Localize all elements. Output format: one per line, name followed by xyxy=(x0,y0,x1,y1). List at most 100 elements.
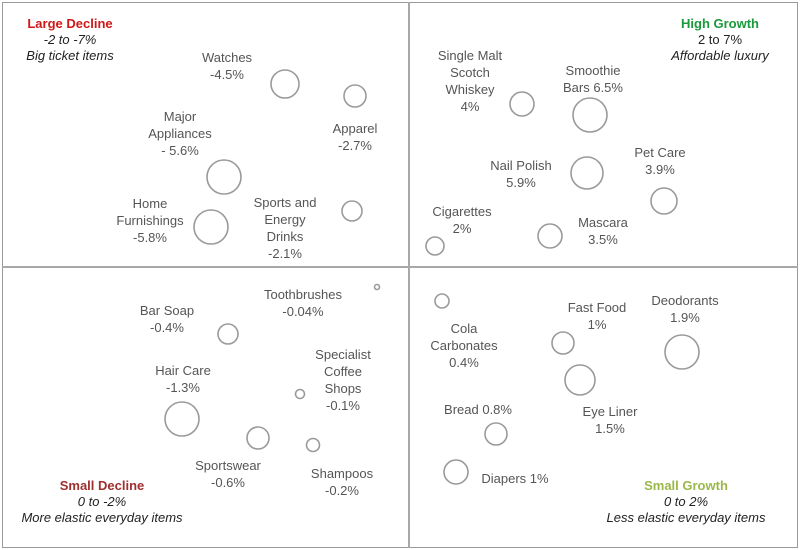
quadrant-subtitle: Less elastic everyday items xyxy=(606,510,766,525)
label-cola-carbonates: Cola Carbonates 0.4% xyxy=(419,320,509,371)
bubble-bread xyxy=(484,422,508,446)
bubble-pet-care xyxy=(650,187,678,215)
vertical-divider xyxy=(408,2,410,548)
quadrant-range: 2 to 7% xyxy=(697,32,743,47)
label-major-appliances: Major Appliances - 5.6% xyxy=(135,108,225,159)
label-line: Watches xyxy=(201,50,253,65)
label-line: 3.5% xyxy=(588,232,618,247)
bubble-diapers xyxy=(443,459,469,485)
label-line: Cigarettes xyxy=(432,204,492,219)
quadrant-subtitle: Affordable luxury xyxy=(671,48,769,63)
label-line: Mascara xyxy=(578,215,628,230)
label-line: Single Malt xyxy=(437,48,503,63)
label-line: -2.7% xyxy=(338,138,372,153)
quadrant-range: 0 to 2% xyxy=(663,494,709,509)
label-line: Major xyxy=(163,109,197,124)
quadrant-high-growth-label: High Growth 2 to 7% Affordable luxury xyxy=(655,16,785,64)
bubble-major-appliances xyxy=(206,159,242,195)
bubble-scotch-whiskey xyxy=(509,91,535,117)
label-line: Bread 0.8% xyxy=(444,402,512,417)
horizontal-divider xyxy=(2,266,798,268)
label-line: Smoothie xyxy=(565,63,621,78)
label-line: Drinks xyxy=(266,229,304,244)
label-sports-energy-drinks: Sports and Energy Drinks -2.1% xyxy=(240,194,330,262)
label-sportswear: Sportswear -0.6% xyxy=(183,457,273,491)
label-line: 2% xyxy=(452,221,472,236)
label-line: Toothbrushes xyxy=(263,287,343,302)
bubble-home-furnishings xyxy=(193,209,229,245)
bubble-eye-liner xyxy=(564,364,596,396)
label-line: Nail Polish xyxy=(490,158,552,173)
label-line: Shops xyxy=(324,381,362,396)
label-line: Shampoos xyxy=(310,466,374,481)
label-line: Bars 6.5% xyxy=(563,80,623,95)
bubble-mascara xyxy=(537,223,563,249)
bubble-shampoos xyxy=(305,437,321,453)
label-line: -5.8% xyxy=(133,230,167,245)
quadrant-title: Large Decline xyxy=(27,16,113,31)
label-watches: Watches -4.5% xyxy=(182,49,272,83)
label-line: Diapers 1% xyxy=(481,471,549,486)
bubble-apparel xyxy=(343,84,367,108)
label-line: Eye Liner xyxy=(582,404,638,419)
label-line: Fast Food xyxy=(567,300,627,315)
label-line: Hair Care xyxy=(155,363,211,378)
label-line: 1.9% xyxy=(670,310,700,325)
label-apparel: Apparel -2.7% xyxy=(310,120,400,154)
label-line: 5.9% xyxy=(506,175,536,190)
label-line: Home xyxy=(132,196,168,211)
bubble-sportswear xyxy=(246,426,270,450)
bubble-hair-care xyxy=(164,401,200,437)
quadrant-subtitle: More elastic everyday items xyxy=(21,510,183,525)
label-line: Bar Soap xyxy=(139,303,195,318)
label-mascara: Mascara 3.5% xyxy=(558,214,648,248)
quadrant-range: 0 to -2% xyxy=(77,494,127,509)
label-line: Furnishings xyxy=(116,213,184,228)
label-line: 1% xyxy=(587,317,607,332)
label-shampoos: Shampoos -0.2% xyxy=(297,465,387,499)
label-line: -2.1% xyxy=(268,246,302,261)
bubble-nail-polish xyxy=(570,156,604,190)
label-pet-care: Pet Care 3.9% xyxy=(615,144,705,178)
label-scotch-whiskey: Single Malt Scotch Whiskey 4% xyxy=(425,47,515,115)
quadrant-range: -2 to -7% xyxy=(43,32,97,47)
label-line: -1.3% xyxy=(166,380,200,395)
label-fast-food: Fast Food 1% xyxy=(552,299,642,333)
label-line: 3.9% xyxy=(645,162,675,177)
quadrant-subtitle: Big ticket items xyxy=(26,48,114,63)
bubble-fast-food xyxy=(551,331,575,355)
label-line: Appliances xyxy=(148,126,212,141)
bubble-watches xyxy=(270,69,300,99)
label-line: 4% xyxy=(460,99,480,114)
label-line: Deodorants xyxy=(651,293,719,308)
label-line: -0.2% xyxy=(325,483,359,498)
label-line: Energy xyxy=(264,212,306,227)
quadrant-small-growth-label: Small Growth 0 to 2% Less elastic everyd… xyxy=(586,478,786,526)
bubble-deodorants xyxy=(664,334,700,370)
label-line: -0.04% xyxy=(282,304,324,319)
label-bread: Bread 0.8% xyxy=(433,401,523,418)
label-line: Coffee xyxy=(323,364,363,379)
bubble-specialist-coffee xyxy=(294,388,306,400)
label-line: Specialist xyxy=(315,347,371,362)
label-line: Scotch xyxy=(450,65,490,80)
label-line: - 5.6% xyxy=(161,143,199,158)
bubble-sports-energy-drinks xyxy=(341,200,363,222)
bubble-cigarettes xyxy=(425,236,445,256)
label-deodorants: Deodorants 1.9% xyxy=(640,292,730,326)
label-line: -4.5% xyxy=(210,67,244,82)
label-line: -0.6% xyxy=(211,475,245,490)
label-diapers: Diapers 1% xyxy=(470,470,560,487)
quadrant-title: High Growth xyxy=(681,16,759,31)
label-line: -0.1% xyxy=(326,398,360,413)
label-smoothie-bars: Smoothie Bars 6.5% xyxy=(548,62,638,96)
label-specialist-coffee: Specialist Coffee Shops -0.1% xyxy=(298,346,388,414)
label-line: Cola xyxy=(450,321,478,336)
label-nail-polish: Nail Polish 5.9% xyxy=(476,157,566,191)
label-line: Whiskey xyxy=(445,82,495,97)
quadrant-title: Small Decline xyxy=(59,478,145,493)
bubble-toothbrushes xyxy=(373,283,381,291)
bubble-bar-soap xyxy=(217,323,239,345)
